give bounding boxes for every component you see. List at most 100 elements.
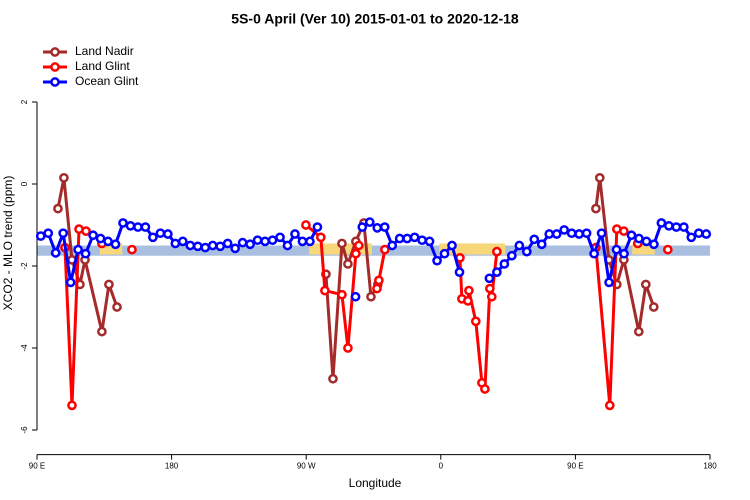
data-point [50, 248, 61, 258]
x-tick-label: 90 E [567, 462, 583, 471]
data-point [103, 236, 113, 247]
data-point [343, 259, 353, 269]
data-point [58, 228, 69, 239]
data-point [237, 237, 248, 248]
x-tick-label: 180 [165, 462, 179, 471]
data-point [290, 229, 300, 239]
data-point [230, 243, 241, 254]
data-point [394, 233, 405, 244]
series-line [56, 176, 119, 334]
data-point [544, 229, 555, 239]
data-point [337, 238, 347, 249]
data-point [127, 244, 137, 255]
reference-band [37, 245, 710, 256]
data-point [170, 238, 181, 249]
data-point [641, 236, 652, 247]
data-point [118, 218, 128, 228]
data-point [604, 277, 614, 288]
data-point [492, 267, 502, 277]
data-point [148, 232, 158, 243]
data-point [409, 232, 420, 243]
data-point [297, 236, 308, 247]
data-point [372, 283, 382, 294]
data-point [328, 373, 338, 384]
data-point [506, 250, 517, 261]
data-point [320, 285, 330, 296]
data-point [353, 240, 364, 251]
data-point [43, 228, 54, 239]
data-point [454, 267, 465, 277]
data-point [351, 248, 361, 259]
data-point [417, 235, 427, 246]
data-point [551, 229, 562, 239]
data-point [207, 240, 218, 251]
data-point [374, 275, 384, 286]
data-point [155, 228, 166, 239]
legend-label: Land Nadir [75, 44, 134, 58]
data-point [463, 296, 473, 306]
data-point [357, 222, 368, 232]
data-point [379, 222, 390, 232]
data-point [97, 326, 107, 337]
data-point [252, 235, 263, 246]
data-point [529, 234, 540, 245]
data-point [316, 232, 326, 243]
data-point [133, 222, 143, 232]
data-point [447, 240, 457, 251]
y-axis-label: XCO2 - MLO trend (ppm) [1, 176, 15, 311]
data-point [514, 240, 525, 251]
x-tick-label: 90 E [29, 462, 45, 471]
data-point [648, 302, 659, 312]
y-tick-label: 0 [20, 181, 29, 186]
y-tick-label: 2 [20, 99, 29, 104]
data-point [480, 384, 490, 394]
data-point [65, 277, 76, 288]
data-point [267, 235, 278, 246]
data-point [559, 225, 570, 235]
data-point [104, 279, 114, 290]
data-point [372, 223, 383, 233]
data-point [192, 241, 203, 252]
data-point [88, 230, 98, 241]
x-tick-label: 0 [439, 462, 444, 471]
series-line [594, 176, 656, 334]
data-point [200, 242, 211, 253]
data-point [95, 233, 106, 244]
data-point [640, 279, 651, 290]
reference-band [99, 243, 123, 255]
data-point [110, 239, 121, 250]
data-point [701, 229, 712, 239]
data-point [81, 226, 91, 236]
data-point [380, 244, 390, 255]
data-point [282, 240, 293, 251]
data-point [125, 220, 136, 231]
data-point [59, 173, 69, 183]
data-point [439, 248, 450, 259]
data-point [611, 244, 622, 255]
data-point [305, 236, 315, 247]
data-point [656, 218, 667, 228]
y-tick-label: -2 [20, 262, 29, 270]
data-point [163, 229, 173, 239]
data-point [686, 232, 697, 243]
data-point [521, 246, 532, 257]
y-tick-label: -6 [20, 426, 29, 434]
data-point [470, 316, 481, 327]
data-point [485, 283, 495, 294]
x-tick-label: 90 W [297, 462, 316, 471]
chart-title: 5S-0 April (Ver 10) 2015-01-01 to 2020-1… [231, 11, 519, 27]
data-point [486, 291, 497, 302]
data-point [492, 246, 502, 257]
legend-label: Ocean Glint [75, 74, 139, 88]
data-point [596, 228, 607, 239]
data-point [566, 228, 577, 239]
reference-band [632, 243, 655, 255]
data-point [633, 326, 644, 337]
data-point [626, 230, 637, 241]
data-point [402, 233, 412, 244]
data-point [662, 244, 673, 255]
data-point [222, 238, 233, 249]
data-point [581, 228, 592, 239]
data-point [140, 222, 151, 232]
